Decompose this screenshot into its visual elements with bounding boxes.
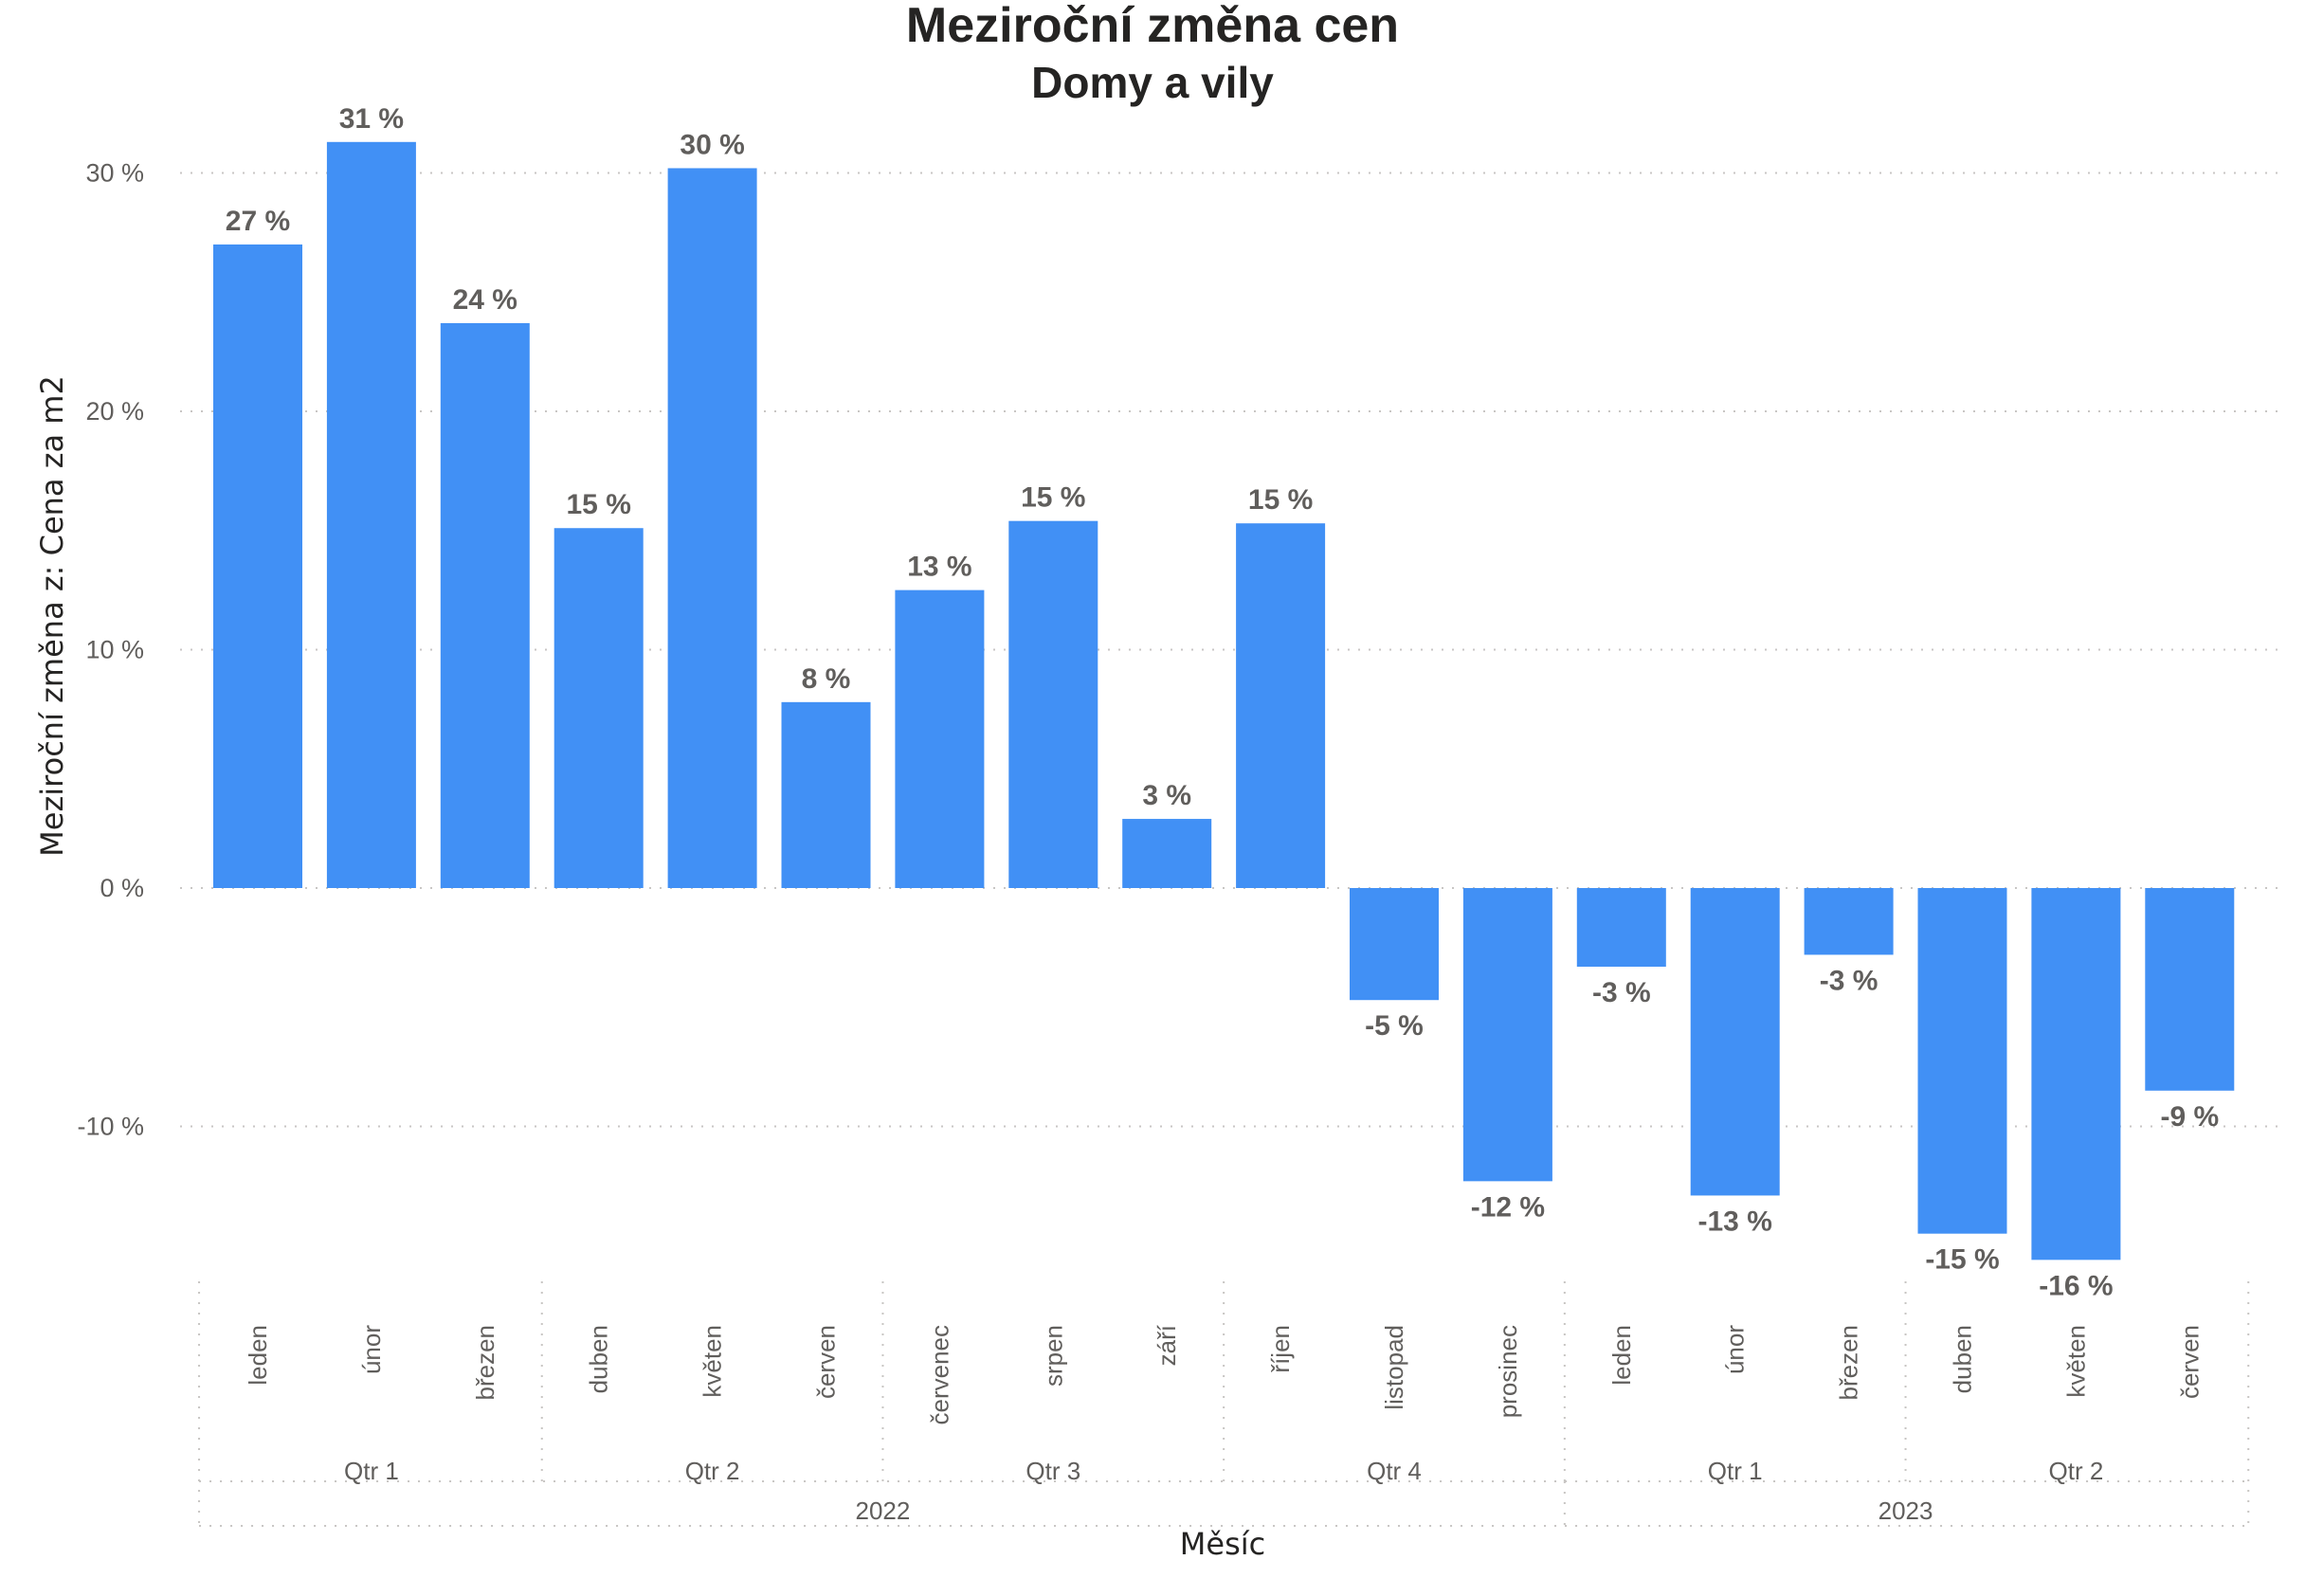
data-label: -3 % <box>1820 965 1878 996</box>
x-tick-label: březen <box>471 1325 499 1401</box>
x-tick-label: červen <box>2175 1325 2204 1399</box>
x-tick-label: březen <box>1835 1325 1863 1401</box>
chart-title: Meziroční změna cen <box>906 0 1399 53</box>
data-label: 31 % <box>339 103 404 135</box>
x-tick-label: duben <box>585 1325 613 1393</box>
x-tick-label: červen <box>812 1325 841 1399</box>
x-tick-label: září <box>1152 1324 1181 1366</box>
bars <box>213 141 2235 1260</box>
x-tick-label: únor <box>1721 1325 1750 1374</box>
year-label: 2022 <box>856 1496 911 1525</box>
y-tick-label: -10 % <box>77 1113 144 1141</box>
x-tick-label: srpen <box>1039 1325 1067 1387</box>
data-label: 15 % <box>567 489 631 520</box>
data-label: -15 % <box>1925 1244 1999 1276</box>
data-label: 8 % <box>802 663 851 695</box>
bar <box>1804 888 1894 955</box>
data-label: 30 % <box>680 129 744 160</box>
bar <box>1462 888 1552 1182</box>
data-label: -12 % <box>1471 1191 1545 1223</box>
x-tick-label: duben <box>1949 1325 1977 1393</box>
data-label: 15 % <box>1021 482 1085 514</box>
quarter-label: Qtr 3 <box>1025 1457 1080 1485</box>
x-tick-label: leden <box>1607 1325 1636 1386</box>
data-label: -5 % <box>1365 1010 1424 1042</box>
x-tick-label: únor <box>357 1325 386 1374</box>
year-label: 2023 <box>1878 1496 1933 1525</box>
bar <box>1122 819 1212 888</box>
bar <box>554 528 644 888</box>
y-tick-label: 30 % <box>85 159 144 188</box>
quarter-label: Qtr 4 <box>1367 1457 1422 1485</box>
data-label: 15 % <box>1248 484 1313 516</box>
bar <box>326 141 416 888</box>
bar <box>1917 888 2007 1234</box>
bar <box>1236 523 1326 888</box>
bar <box>440 322 530 888</box>
quarter-label: Qtr 1 <box>344 1457 399 1485</box>
data-label: -3 % <box>1592 977 1651 1008</box>
y-axis-title: Meziroční změna z: Cena za m2 <box>34 375 70 857</box>
data-labels: 27 % 31 % 24 % 15 % 30 % 8 % 13 % 15 % 3 % 15 % -5… <box>226 103 2219 1302</box>
quarter-label: Qtr 1 <box>1708 1457 1763 1485</box>
y-axis-ticks: 30 % 20 % 10 % 0 % -10 % <box>77 159 144 1141</box>
y-tick-label: 20 % <box>85 397 144 426</box>
x-tick-label: říjen <box>1266 1325 1295 1373</box>
x-tick-label: listopad <box>1380 1325 1408 1410</box>
bar <box>895 589 985 888</box>
bar <box>1690 888 1780 1196</box>
bar <box>213 244 302 888</box>
x-tick-label: květen <box>699 1325 727 1398</box>
x-axis-categories: leden únor březen duben květen červen červenec… <box>198 1281 2250 1527</box>
data-label: 27 % <box>226 206 290 237</box>
bar <box>2145 888 2235 1091</box>
data-label: -9 % <box>2160 1101 2219 1133</box>
data-label: 24 % <box>453 284 517 316</box>
y-tick-label: 10 % <box>85 636 144 664</box>
x-tick-label: prosinec <box>1494 1325 1522 1418</box>
x-tick-label: leden <box>244 1325 272 1386</box>
x-axis-title: Měsíc <box>1180 1526 1265 1562</box>
data-label: -16 % <box>2039 1270 2113 1301</box>
chart-subtitle: Domy a vily <box>1031 58 1274 107</box>
bar <box>667 168 757 889</box>
quarter-label: Qtr 2 <box>2049 1457 2104 1485</box>
x-tick-label: květen <box>2061 1325 2090 1398</box>
data-label: 3 % <box>1142 780 1191 811</box>
quarter-label: Qtr 2 <box>685 1457 740 1485</box>
y-tick-label: 0 % <box>100 874 144 902</box>
bar <box>1350 888 1439 1001</box>
bar <box>1576 888 1666 967</box>
data-label: 13 % <box>907 552 971 583</box>
x-tick-label: červenec <box>925 1325 953 1425</box>
bar <box>1008 520 1098 888</box>
data-label: -13 % <box>1698 1206 1772 1237</box>
bar <box>2031 888 2121 1260</box>
bar <box>781 701 871 888</box>
